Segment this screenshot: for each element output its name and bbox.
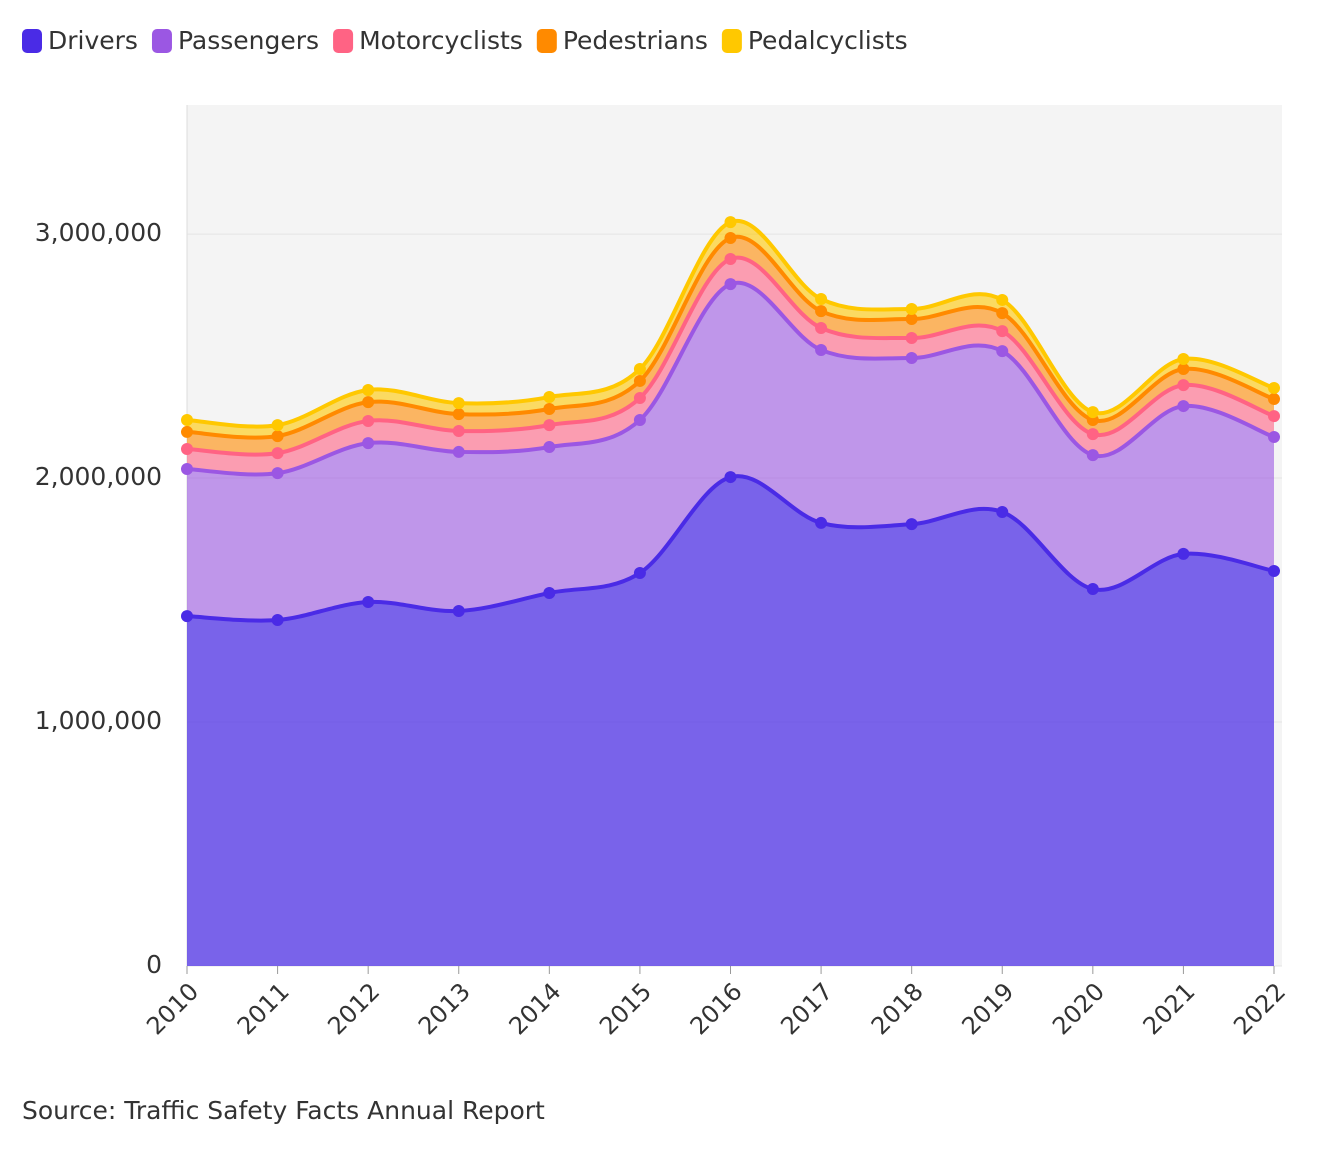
data-point (633, 413, 646, 426)
data-point (633, 392, 646, 405)
data-point (905, 352, 918, 365)
data-point (362, 595, 375, 608)
y-tick-label: 0 (146, 950, 162, 979)
x-tick-label: 2015 (594, 977, 657, 1040)
data-point (1268, 382, 1280, 395)
x-tick-label: 2010 (141, 977, 204, 1040)
legend-label: Pedestrians (563, 26, 708, 55)
x-tick-label: 2014 (504, 977, 567, 1040)
data-point (271, 447, 284, 460)
data-point (1177, 400, 1190, 413)
data-point (181, 610, 193, 623)
data-point (724, 231, 737, 244)
data-point (1268, 564, 1280, 577)
data-point (452, 408, 465, 421)
data-point (271, 614, 284, 627)
data-point (905, 518, 918, 531)
legend-label: Passengers (178, 26, 319, 55)
data-point (905, 302, 918, 315)
data-point (452, 397, 465, 410)
data-point (543, 402, 556, 415)
area (187, 257, 1274, 475)
legend-swatch (721, 29, 742, 53)
legend-label: Motorcyclists (359, 26, 523, 55)
data-point (815, 292, 828, 305)
data-point (1268, 392, 1280, 405)
data-point (1177, 362, 1190, 375)
x-tick-label: 2018 (866, 977, 929, 1040)
data-point (815, 516, 828, 529)
data-point (905, 331, 918, 344)
legend-swatch (22, 29, 42, 53)
data-point (452, 605, 465, 618)
x-tick-label: 2016 (685, 977, 748, 1040)
data-point (633, 566, 646, 579)
data-point (724, 278, 737, 291)
data-point (543, 441, 556, 454)
x-tick-label: 2019 (956, 977, 1019, 1040)
area (187, 282, 1274, 621)
data-point (362, 414, 375, 427)
data-point (271, 467, 284, 480)
x-tick-label: 2012 (322, 977, 385, 1040)
data-point (905, 312, 918, 325)
x-tick-label: 2017 (775, 977, 838, 1040)
data-point (181, 413, 193, 426)
y-tick-label: 2,000,000 (35, 462, 162, 491)
data-point (815, 321, 828, 334)
data-point (815, 305, 828, 318)
data-point (996, 325, 1009, 338)
data-point (271, 419, 284, 432)
data-point (1086, 406, 1099, 419)
data-point (271, 430, 284, 443)
data-point (181, 425, 193, 438)
data-point (543, 391, 556, 404)
data-point (543, 419, 556, 432)
data-point (1177, 379, 1190, 392)
data-point (181, 463, 193, 476)
data-point (724, 252, 737, 265)
x-tick-label: 2021 (1138, 977, 1201, 1040)
data-point (815, 343, 828, 356)
y-tick-label: 1,000,000 (35, 706, 162, 735)
data-point (633, 362, 646, 375)
area (187, 476, 1274, 966)
x-tick-label: 2022 (1228, 977, 1291, 1040)
x-tick-label: 2020 (1047, 977, 1110, 1040)
data-point (1268, 431, 1280, 444)
legend: Drivers Passengers Motorcyclists Pedestrian… (22, 26, 908, 55)
x-tick-label: 2013 (413, 977, 476, 1040)
data-point (452, 424, 465, 437)
data-point (362, 383, 375, 396)
data-point (633, 374, 646, 387)
y-tick-label: 3,000,000 (35, 218, 162, 247)
data-point (1268, 410, 1280, 423)
legend-swatch (333, 29, 354, 53)
data-point (181, 443, 193, 456)
data-point (996, 345, 1009, 358)
data-point (543, 586, 556, 599)
data-point (1086, 428, 1099, 441)
data-point (362, 437, 375, 450)
data-point (1086, 449, 1099, 462)
legend-label: Drivers (48, 26, 138, 55)
data-point (452, 445, 465, 458)
data-point (724, 471, 737, 484)
x-tick-label: 2011 (232, 977, 295, 1040)
data-point (996, 307, 1009, 320)
source-note: Source: Traffic Safety Facts Annual Repo… (22, 1096, 545, 1125)
legend-label: Pedalcyclists (748, 26, 908, 55)
data-point (1177, 547, 1190, 560)
data-point (996, 293, 1009, 306)
data-point (1177, 352, 1190, 365)
legend-swatch (536, 29, 557, 53)
data-point (1086, 583, 1099, 596)
data-point (362, 396, 375, 409)
legend-swatch (151, 29, 172, 53)
data-point (724, 216, 737, 229)
data-point (996, 505, 1009, 518)
